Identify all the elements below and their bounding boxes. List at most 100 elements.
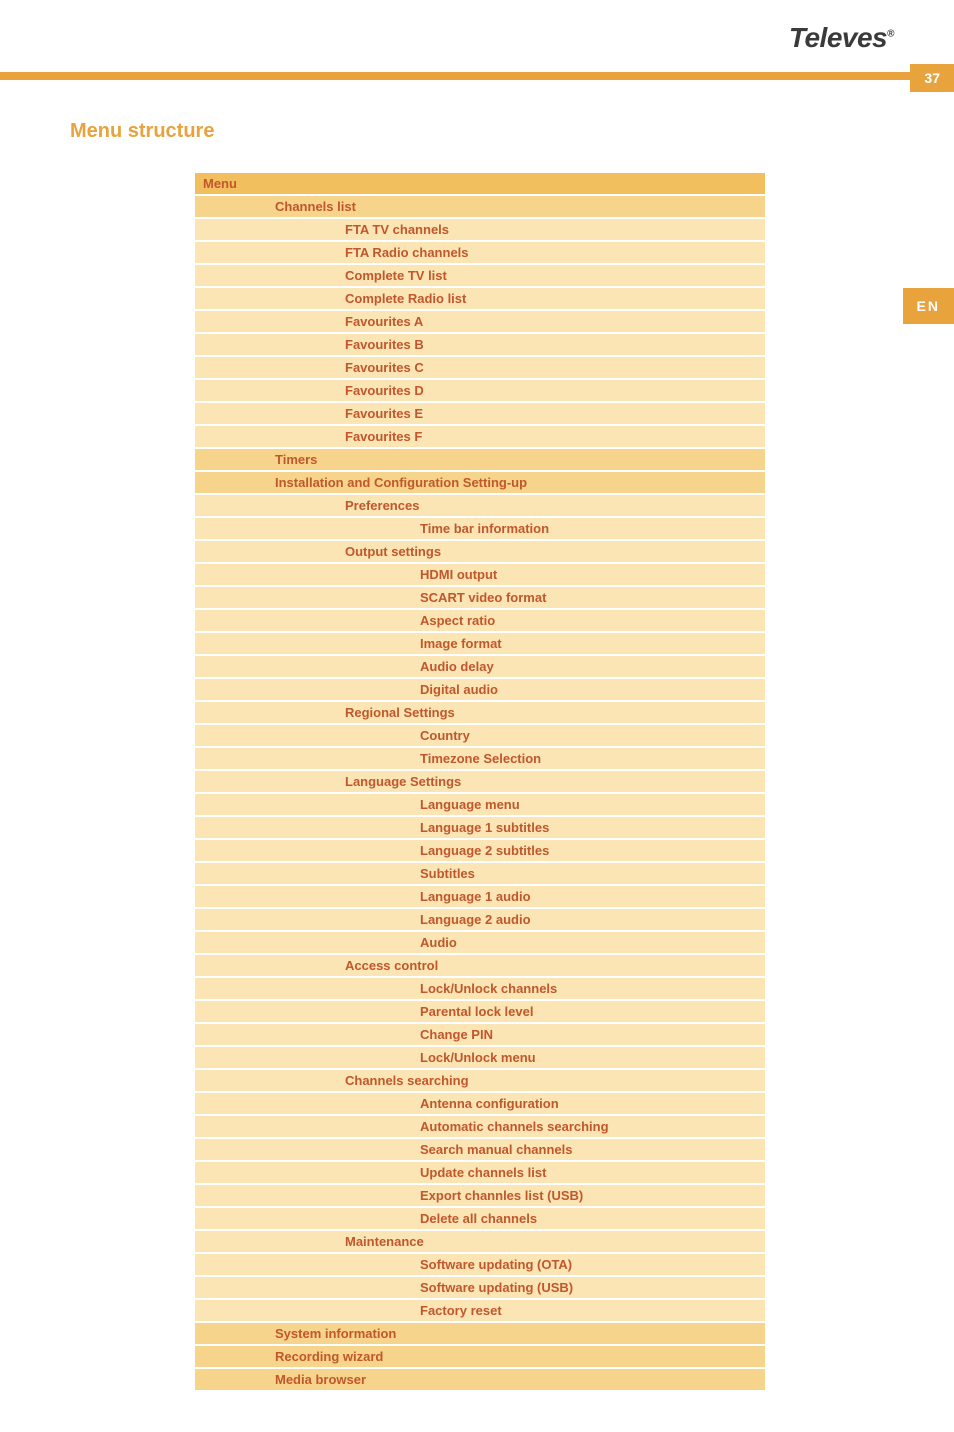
- menu-tree-row: System information: [195, 1323, 765, 1346]
- menu-tree-row: Lock/Unlock menu: [195, 1047, 765, 1070]
- menu-tree-label: Maintenance: [345, 1234, 424, 1249]
- logo-suffix: ®: [887, 29, 894, 40]
- menu-tree-label: Recording wizard: [275, 1349, 383, 1364]
- menu-tree-row: Language 2 audio: [195, 909, 765, 932]
- menu-tree-row: Timezone Selection: [195, 748, 765, 771]
- menu-tree-label: Channels searching: [345, 1073, 469, 1088]
- menu-tree-row: FTA Radio channels: [195, 242, 765, 265]
- menu-tree-row: Subtitles: [195, 863, 765, 886]
- menu-tree-label: Subtitles: [420, 866, 475, 881]
- menu-tree-row: Aspect ratio: [195, 610, 765, 633]
- page-title: Menu structure: [70, 120, 884, 143]
- menu-tree-row: Digital audio: [195, 679, 765, 702]
- menu-tree-label: Digital audio: [420, 682, 498, 697]
- menu-tree-label: Time bar information: [420, 521, 549, 536]
- menu-tree-label: Complete TV list: [345, 268, 447, 283]
- menu-tree-row: Antenna configuration: [195, 1093, 765, 1116]
- menu-tree-row: Language 1 audio: [195, 886, 765, 909]
- menu-tree-label: Regional Settings: [345, 705, 455, 720]
- menu-tree-row: Media browser: [195, 1369, 765, 1392]
- menu-tree-label: SCART video format: [420, 590, 546, 605]
- menu-tree-row: Software updating (USB): [195, 1277, 765, 1300]
- menu-tree-row: Channels list: [195, 196, 765, 219]
- menu-tree-label: FTA Radio channels: [345, 245, 469, 260]
- menu-tree-row: Installation and Configuration Setting-u…: [195, 472, 765, 495]
- menu-tree-row: Country: [195, 725, 765, 748]
- menu-tree-row: FTA TV channels: [195, 219, 765, 242]
- menu-tree-label: Access control: [345, 958, 438, 973]
- menu-tree-row: Output settings: [195, 541, 765, 564]
- menu-tree-label: Lock/Unlock menu: [420, 1050, 536, 1065]
- menu-tree-row: Update channels list: [195, 1162, 765, 1185]
- menu-tree-label: Update channels list: [420, 1165, 546, 1180]
- menu-tree-label: Favourites C: [345, 360, 424, 375]
- menu-tree-row: Software updating (OTA): [195, 1254, 765, 1277]
- menu-tree-label: Automatic channels searching: [420, 1119, 609, 1134]
- menu-tree-label: Audio: [420, 935, 457, 950]
- menu-tree-label: Timezone Selection: [420, 751, 541, 766]
- menu-tree-row: Image format: [195, 633, 765, 656]
- menu-tree-row: SCART video format: [195, 587, 765, 610]
- menu-tree-row: Language 2 subtitles: [195, 840, 765, 863]
- menu-tree-label: Output settings: [345, 544, 441, 559]
- menu-tree-label: HDMI output: [420, 567, 497, 582]
- menu-tree-label: Delete all channels: [420, 1211, 537, 1226]
- menu-tree-label: Language 1 subtitles: [420, 820, 549, 835]
- menu-tree-label: Language 1 audio: [420, 889, 531, 904]
- menu-tree-label: Search manual channels: [420, 1142, 572, 1157]
- menu-tree-row: Complete Radio list: [195, 288, 765, 311]
- menu-tree-row: Channels searching: [195, 1070, 765, 1093]
- language-tab: EN: [903, 288, 954, 324]
- menu-tree-label: Menu: [203, 176, 237, 191]
- menu-tree-label: System information: [275, 1326, 396, 1341]
- menu-tree-label: Country: [420, 728, 470, 743]
- menu-tree-label: Change PIN: [420, 1027, 493, 1042]
- menu-tree-label: Image format: [420, 636, 502, 651]
- menu-tree-row: Audio: [195, 932, 765, 955]
- brand-logo: Televes®: [789, 22, 894, 54]
- menu-tree-row: Delete all channels: [195, 1208, 765, 1231]
- menu-tree-table: Menu Channels list FTA TV channels FTA Radi…: [195, 173, 765, 1392]
- menu-tree-label: Timers: [275, 452, 317, 467]
- menu-tree-row: Language 1 subtitles: [195, 817, 765, 840]
- menu-tree-row: Complete TV list: [195, 265, 765, 288]
- menu-tree-label: Favourites F: [345, 429, 422, 444]
- menu-tree-label: Export channles list (USB): [420, 1188, 583, 1203]
- menu-tree-row: Time bar information: [195, 518, 765, 541]
- menu-tree-label: Favourites B: [345, 337, 424, 352]
- menu-tree-row: Language menu: [195, 794, 765, 817]
- menu-tree-label: Language Settings: [345, 774, 461, 789]
- menu-tree-label: Complete Radio list: [345, 291, 466, 306]
- menu-tree-label: Aspect ratio: [420, 613, 495, 628]
- menu-tree-row: Recording wizard: [195, 1346, 765, 1369]
- menu-tree-row: Favourites B: [195, 334, 765, 357]
- menu-tree-label: Favourites E: [345, 406, 423, 421]
- menu-tree-label: Lock/Unlock channels: [420, 981, 557, 996]
- menu-tree-row: Favourites E: [195, 403, 765, 426]
- page-header: Televes® 37: [0, 0, 954, 80]
- menu-tree-row: Factory reset: [195, 1300, 765, 1323]
- menu-tree-row: Timers: [195, 449, 765, 472]
- menu-tree-row: HDMI output: [195, 564, 765, 587]
- menu-tree-label: Favourites A: [345, 314, 423, 329]
- menu-tree-row: Menu: [195, 173, 765, 196]
- logo-text: Televes: [789, 22, 887, 53]
- menu-tree-row: Favourites C: [195, 357, 765, 380]
- menu-tree-label: Audio delay: [420, 659, 494, 674]
- menu-tree-label: Favourites D: [345, 383, 424, 398]
- menu-tree-label: Antenna configuration: [420, 1096, 559, 1111]
- menu-tree-row: Preferences: [195, 495, 765, 518]
- page-number-badge: 37: [910, 64, 954, 92]
- menu-tree-label: FTA TV channels: [345, 222, 449, 237]
- menu-tree-row: Parental lock level: [195, 1001, 765, 1024]
- menu-tree-label: Language 2 subtitles: [420, 843, 549, 858]
- menu-tree-row: Favourites D: [195, 380, 765, 403]
- menu-tree-label: Channels list: [275, 199, 356, 214]
- menu-tree-row: Change PIN: [195, 1024, 765, 1047]
- menu-tree-row: Lock/Unlock channels: [195, 978, 765, 1001]
- menu-tree-row: Regional Settings: [195, 702, 765, 725]
- menu-tree-label: Media browser: [275, 1372, 366, 1387]
- menu-tree-label: Factory reset: [420, 1303, 502, 1318]
- menu-tree-row: Access control: [195, 955, 765, 978]
- menu-tree-label: Installation and Configuration Setting-u…: [275, 475, 527, 490]
